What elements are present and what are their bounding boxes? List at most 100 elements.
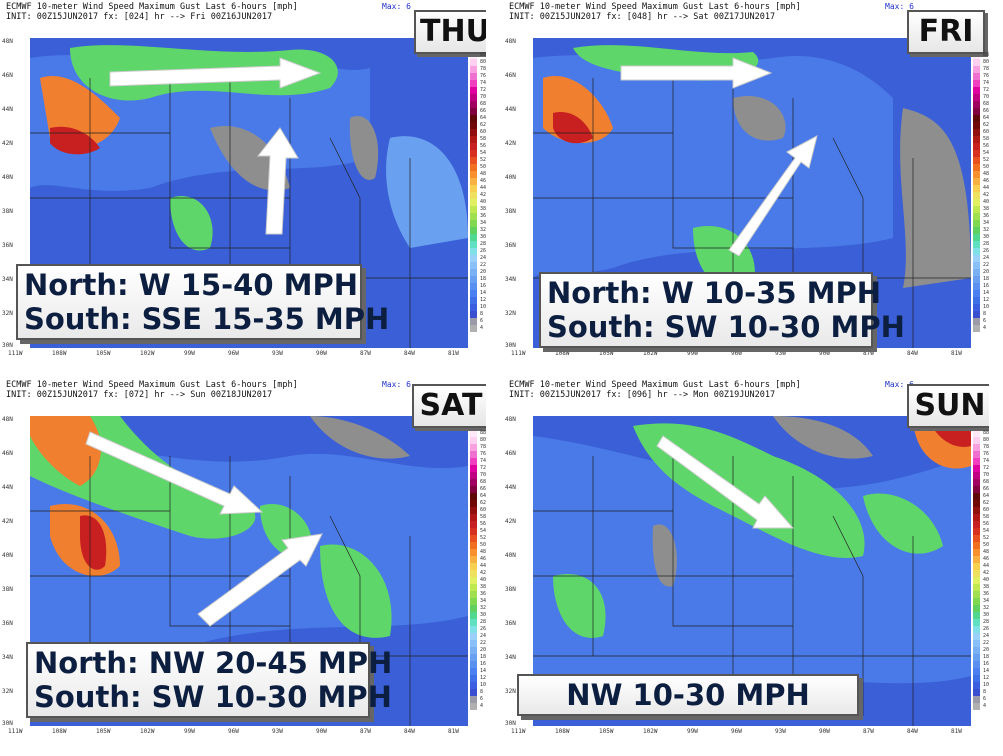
colorbar-tick-label: 50 <box>480 542 486 548</box>
colorbar-tick-label: 50 <box>983 164 989 170</box>
colorbar-swatch <box>470 164 477 171</box>
lat-label: 38N <box>2 208 13 215</box>
colorbar-swatch <box>973 171 980 178</box>
colorbar-tick-label: 64 <box>983 115 989 121</box>
colorbar-swatch <box>973 668 980 675</box>
colorbar-tick-label: 52 <box>480 157 486 163</box>
colorbar-tick-label: 20 <box>480 647 486 653</box>
colorbar-tick-label: 24 <box>983 633 989 639</box>
colorbar-swatch <box>973 122 980 129</box>
colorbar-tick-label: 28 <box>983 241 989 247</box>
colorbar-swatch <box>973 689 980 696</box>
lon-label: 99W <box>687 350 698 357</box>
note-line: South: SSE 15-35 MPH <box>24 302 390 336</box>
colorbar-tick-label: 42 <box>480 570 486 576</box>
colorbar-swatch <box>470 325 477 332</box>
colorbar-swatch <box>973 437 980 444</box>
lat-label: 46N <box>2 72 13 79</box>
lon-label: 105W <box>96 350 111 357</box>
colorbar-swatch <box>470 458 477 465</box>
colorbar-swatch <box>973 73 980 80</box>
lon-label: 87W <box>360 728 371 735</box>
colorbar-tick-label: 54 <box>983 150 989 156</box>
colorbar-swatch <box>973 241 980 248</box>
colorbar-tick-label: 68 <box>983 101 989 107</box>
colorbar-swatch <box>470 234 477 241</box>
colorbar-swatch <box>470 87 477 94</box>
colorbar-swatch <box>470 619 477 626</box>
colorbar-tick-label: 14 <box>983 290 989 296</box>
colorbar-tick-label: 18 <box>480 654 486 660</box>
colorbar-swatch <box>973 283 980 290</box>
colorbar-tick-label: 48 <box>983 549 989 555</box>
lon-label: 99W <box>687 728 698 735</box>
colorbar-swatch <box>470 185 477 192</box>
colorbar-tick-label: 34 <box>983 598 989 604</box>
colorbar-tick-label: 88 <box>983 430 989 436</box>
lon-label: 93W <box>775 350 786 357</box>
colorbar-tick-label: 16 <box>480 661 486 667</box>
lat-label: 38N <box>505 586 516 593</box>
colorbar-swatch <box>470 262 477 269</box>
colorbar-swatch <box>973 556 980 563</box>
colorbar-swatch <box>470 591 477 598</box>
colorbar-tick-label: 70 <box>480 94 486 100</box>
colorbar-tick-label: 54 <box>480 528 486 534</box>
colorbar-swatch <box>973 185 980 192</box>
colorbar-tick-label: 36 <box>983 213 989 219</box>
colorbar-swatch <box>973 255 980 262</box>
colorbar-swatch <box>973 262 980 269</box>
note-line: North: NW 20-45 MPH <box>34 646 393 680</box>
colorbar-swatch <box>973 199 980 206</box>
lon-label: 102W <box>140 728 155 735</box>
colorbar-swatch <box>470 528 477 535</box>
lon-label: 105W <box>599 728 614 735</box>
colorbar-tick-label: 52 <box>983 535 989 541</box>
lat-label: 40N <box>505 174 516 181</box>
colorbar-swatch <box>470 318 477 325</box>
colorbar-swatch <box>470 213 477 220</box>
colorbar-swatch <box>973 703 980 710</box>
colorbar-swatch <box>973 52 980 59</box>
colorbar-tick-label: 44 <box>480 563 486 569</box>
colorbar-swatch <box>470 444 477 451</box>
colorbar-tick-label: 4 <box>480 325 484 331</box>
colorbar-tick-label: 88 <box>480 430 486 436</box>
colorbar-swatch <box>470 563 477 570</box>
lon-label: 90W <box>819 728 830 735</box>
colorbar-tick-label: 12 <box>480 297 486 303</box>
colorbar-swatch <box>470 479 477 486</box>
colorbar-tick-label: 64 <box>480 493 486 499</box>
colorbar-swatch <box>973 514 980 521</box>
lat-label: 46N <box>505 450 516 457</box>
colorbar-tick-label: 68 <box>480 479 486 485</box>
colorbar-swatch <box>973 164 980 171</box>
colorbar-swatch <box>973 94 980 101</box>
colorbar-tick-label: 14 <box>983 668 989 674</box>
colorbar-tick-label: 46 <box>480 178 486 184</box>
panel-header: ECMWF 10-meter Wind Speed Maximum Gust L… <box>509 2 801 22</box>
colorbar-swatch <box>973 101 980 108</box>
colorbar <box>470 52 480 332</box>
colorbar-tick-label: 76 <box>983 451 989 457</box>
colorbar-swatch <box>470 136 477 143</box>
colorbar-tick-label: 56 <box>480 143 486 149</box>
colorbar-swatch <box>973 318 980 325</box>
colorbar-tick-label: 80 <box>983 437 989 443</box>
colorbar-swatch <box>973 528 980 535</box>
colorbar-swatch <box>470 626 477 633</box>
colorbar-swatch <box>470 486 477 493</box>
colorbar-tick-label: 22 <box>983 640 989 646</box>
colorbar-swatch <box>470 542 477 549</box>
colorbar-tick-label: 20 <box>983 647 989 653</box>
colorbar-swatch <box>973 269 980 276</box>
colorbar-swatch <box>470 255 477 262</box>
note-line: South: SW 10-30 MPH <box>34 680 392 714</box>
colorbar-swatch <box>470 430 477 437</box>
colorbar-tick-label: 32 <box>480 227 486 233</box>
colorbar-tick-label: 28 <box>480 619 486 625</box>
colorbar-tick-label: 48 <box>983 171 989 177</box>
lat-label: 40N <box>505 552 516 559</box>
colorbar-swatch <box>973 493 980 500</box>
colorbar-swatch <box>470 661 477 668</box>
